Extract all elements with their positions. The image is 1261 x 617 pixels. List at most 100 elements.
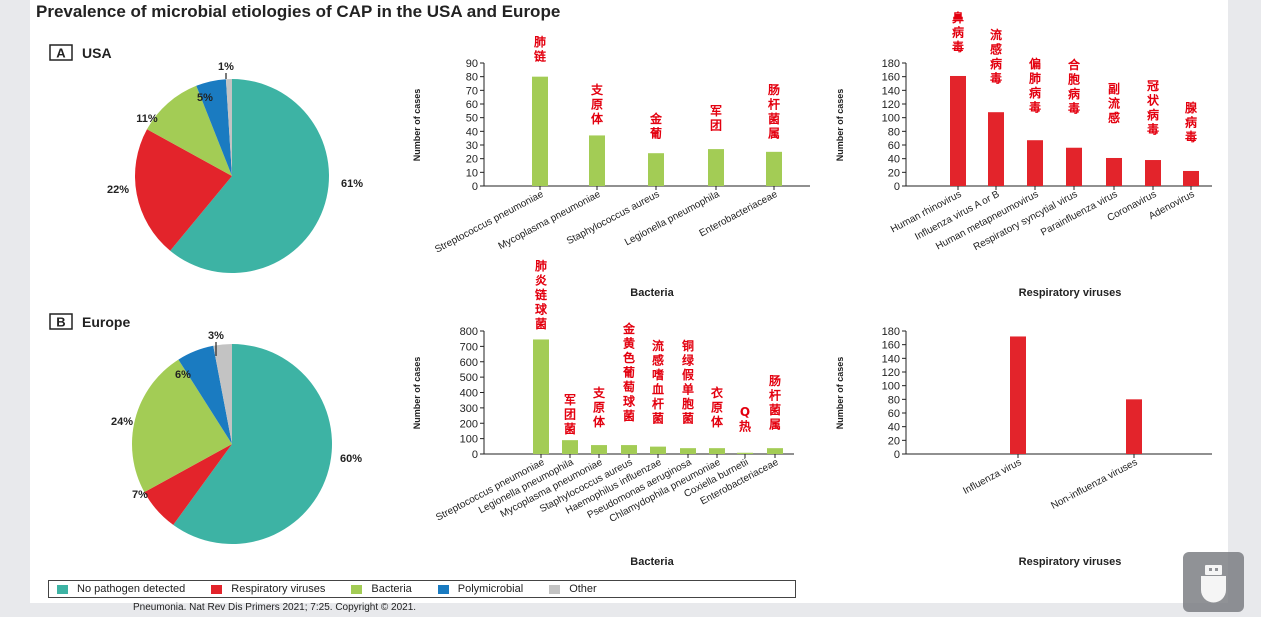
category-label: Non-influenza viruses	[1049, 457, 1139, 512]
bar	[1106, 157, 1122, 186]
annotation-label: 金黄色葡萄球菌	[622, 321, 636, 423]
y-tick-label: 0	[894, 181, 900, 193]
legend-swatch	[57, 584, 68, 594]
annotation-label: 鼻病毒	[952, 10, 964, 54]
pie-slice-label: 5%	[197, 92, 213, 104]
pie-slice	[213, 344, 232, 444]
annotation-label: 合胞病毒	[1068, 57, 1081, 116]
pie-slice	[134, 129, 232, 251]
y-axis-title: Number of cases	[412, 357, 422, 430]
bar	[709, 448, 725, 454]
legend-item-no-pathogen: No pathogen detected	[57, 583, 185, 595]
bar	[988, 112, 1004, 186]
panel-title: USA	[82, 45, 112, 61]
bar	[708, 149, 724, 186]
legend-item-bacteria: Bacteria	[351, 583, 412, 595]
annotation-label: 肠杆菌属	[769, 373, 781, 432]
pie-slice-label: 11%	[136, 113, 158, 125]
pie-slice	[178, 345, 232, 444]
bar	[562, 440, 578, 454]
y-tick-label: 700	[460, 341, 478, 353]
y-tick-label: 120	[882, 367, 900, 379]
category-label: Mycoplasma pneumoniae	[497, 189, 603, 252]
pie-slice	[146, 85, 232, 176]
bar	[1066, 147, 1082, 186]
panel-letter-box	[49, 44, 73, 61]
y-axis-title: Number of cases	[412, 89, 422, 162]
legend-swatch	[351, 584, 363, 594]
bar	[648, 153, 664, 186]
y-axis-title: Number of cases	[835, 89, 845, 162]
y-tick-label: 80	[466, 72, 478, 84]
annotation-label: 铜绿假单胞菌	[682, 338, 695, 426]
legend-label: Bacteria	[371, 583, 412, 595]
y-tick-label: 160	[882, 72, 900, 84]
pie-slice-label: 3%	[208, 330, 224, 342]
y-tick-label: 80	[888, 126, 900, 138]
category-label: Influenza virus	[961, 457, 1023, 497]
usb-tray-button[interactable]	[1183, 552, 1244, 612]
y-tick-label: 20	[888, 167, 900, 179]
pie-slice-label: 22%	[107, 184, 129, 196]
legend-label: Other	[569, 583, 597, 595]
annotation-label: 衣原体	[711, 385, 724, 429]
bar	[737, 452, 753, 454]
pie-slice-label: 60%	[340, 453, 362, 465]
bar	[589, 135, 605, 186]
y-tick-label: 0	[472, 449, 478, 461]
pie-slice-label: 24%	[111, 416, 133, 428]
pie-slice-label: 6%	[175, 369, 191, 381]
legend-item-polymicrobial: Polymicrobial	[437, 583, 523, 595]
y-tick-label: 200	[460, 418, 478, 430]
pie-slice	[225, 79, 232, 176]
annotation-label: 流感嗜血杆菌	[652, 338, 664, 426]
y-tick-label: 120	[882, 99, 900, 111]
annotation-label: 支原体	[592, 385, 606, 429]
pie-slice	[132, 359, 232, 493]
x-axis-title: Respiratory viruses	[1019, 556, 1122, 568]
bar	[621, 445, 637, 454]
usb-drive-icon	[1201, 565, 1226, 603]
y-tick-label: 0	[894, 449, 900, 461]
y-tick-label: 100	[460, 434, 478, 446]
y-tick-label: 10	[466, 167, 478, 179]
legend-label: No pathogen detected	[77, 583, 186, 595]
pie-slice	[196, 79, 232, 176]
legend-swatch	[549, 584, 561, 594]
y-tick-label: 400	[460, 388, 478, 400]
annotation-label: 偏肺病毒	[1029, 56, 1041, 115]
pie-slice	[144, 444, 232, 525]
annotation-label: 肠杆菌属	[768, 82, 780, 141]
y-tick-label: 0	[472, 181, 478, 193]
panel-letter: B	[56, 315, 65, 330]
y-tick-label: 60	[888, 140, 900, 152]
panel-title: Europe	[82, 314, 130, 330]
bar	[950, 75, 966, 186]
y-tick-label: 70	[466, 85, 478, 97]
bar	[650, 446, 666, 454]
pie-slice	[170, 79, 329, 273]
annotation-label: 流感病毒	[990, 27, 1002, 86]
y-tick-label: 140	[882, 85, 900, 97]
bar	[1126, 399, 1142, 454]
annotation-label: 支原体	[590, 82, 604, 126]
annotation-label: 肺链	[534, 34, 547, 64]
legend-item-respiratory-viruses: Respiratory viruses	[211, 583, 325, 595]
copyright-credit: Pneumonia. Nat Rev Dis Primers 2021; 7:2…	[133, 602, 417, 613]
x-axis-title: Respiratory viruses	[1019, 287, 1122, 299]
pie-slice-label: 1%	[218, 61, 234, 73]
annotation-label: 腺病毒	[1185, 100, 1198, 144]
annotation-label: 军团	[710, 103, 722, 133]
bar	[1145, 160, 1161, 186]
x-axis-title: Bacteria	[630, 287, 674, 299]
legend-item-other: Other	[549, 583, 597, 595]
y-tick-label: 40	[466, 126, 478, 138]
y-tick-label: 40	[888, 422, 900, 434]
y-tick-label: 90	[466, 58, 478, 70]
y-tick-label: 160	[882, 340, 900, 352]
pie-slice-label: 61%	[341, 178, 363, 190]
annotation-label: 金葡	[649, 111, 663, 141]
y-tick-label: 180	[882, 58, 900, 70]
y-tick-label: 140	[882, 353, 900, 365]
